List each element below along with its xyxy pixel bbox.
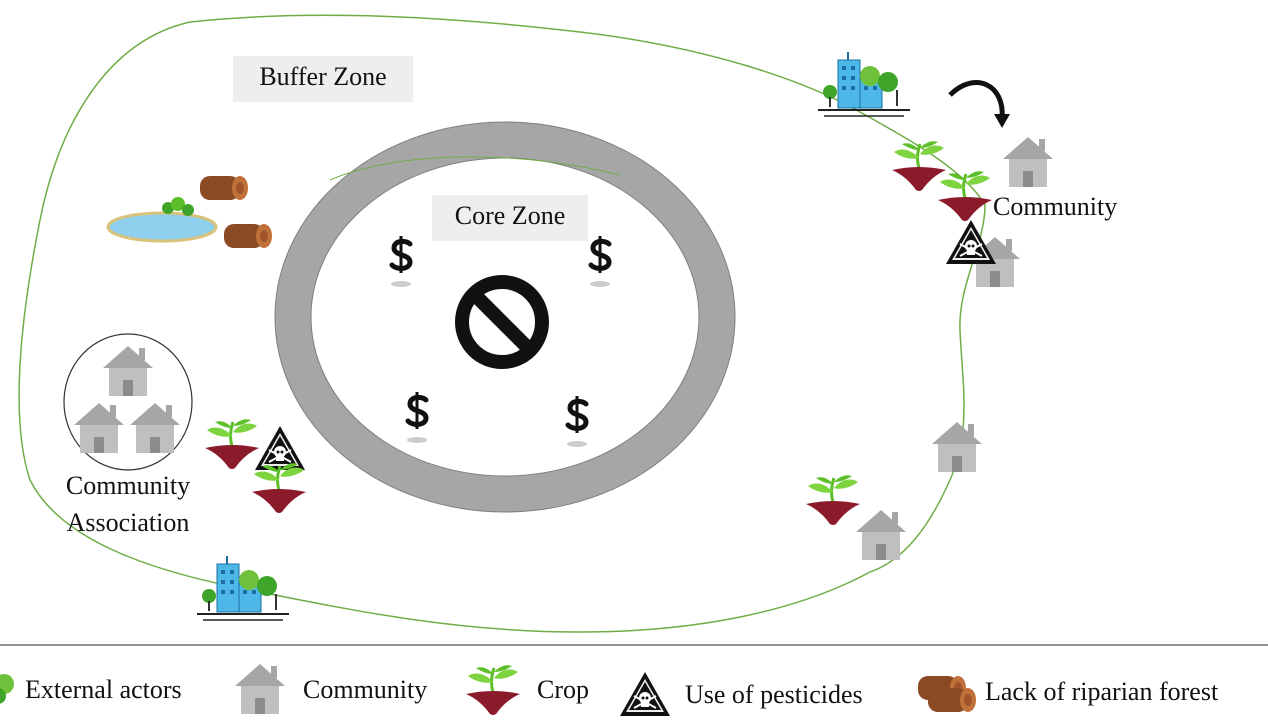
house-icon	[932, 422, 982, 472]
house-icon	[856, 510, 906, 560]
log-icon	[224, 224, 272, 248]
buffer-zone-outline	[18, 14, 986, 633]
crop-icon	[890, 139, 948, 193]
legend-house-icon	[235, 664, 285, 714]
crop-icon	[250, 461, 308, 515]
legend-crop-icon	[464, 663, 522, 717]
community-label: Community	[993, 192, 1117, 221]
arrow	[948, 80, 1005, 119]
house-icon	[1003, 137, 1053, 187]
house-icon	[130, 403, 180, 453]
pond	[106, 197, 218, 243]
pesticide-icon	[254, 425, 306, 471]
log-icon	[200, 176, 248, 200]
legend-label: Community	[303, 675, 427, 704]
core-zone-label: Core Zone	[455, 201, 565, 230]
legend-label: Use of pesticides	[685, 680, 863, 709]
house-icon	[74, 403, 124, 453]
building-icon	[196, 555, 290, 621]
legend: External actors Community Crop Use of pe…	[0, 663, 1219, 717]
legend-label: External actors	[25, 675, 182, 704]
core-zone-ring-edge	[274, 121, 736, 513]
arrow-head	[994, 114, 1010, 128]
buffer-zone-label: Buffer Zone	[259, 62, 386, 91]
crop-icon	[203, 417, 261, 471]
legend-label: Crop	[537, 675, 589, 704]
buffer-zone-box	[233, 56, 413, 102]
inner-boundary	[329, 156, 621, 181]
association-circle	[63, 333, 193, 471]
prohibited-sign	[455, 275, 549, 369]
crop-icon	[804, 473, 862, 527]
core-zone-box	[432, 195, 588, 241]
legend-label: Lack of riparian forest	[985, 677, 1219, 706]
pesticide-icon	[945, 219, 997, 265]
house-icon	[103, 346, 153, 396]
association-label: Community	[66, 471, 190, 500]
association-label: Association	[67, 508, 190, 537]
legend-pesticide-icon	[619, 671, 671, 717]
legend-log-icon	[928, 688, 976, 712]
building-icon	[817, 51, 911, 117]
